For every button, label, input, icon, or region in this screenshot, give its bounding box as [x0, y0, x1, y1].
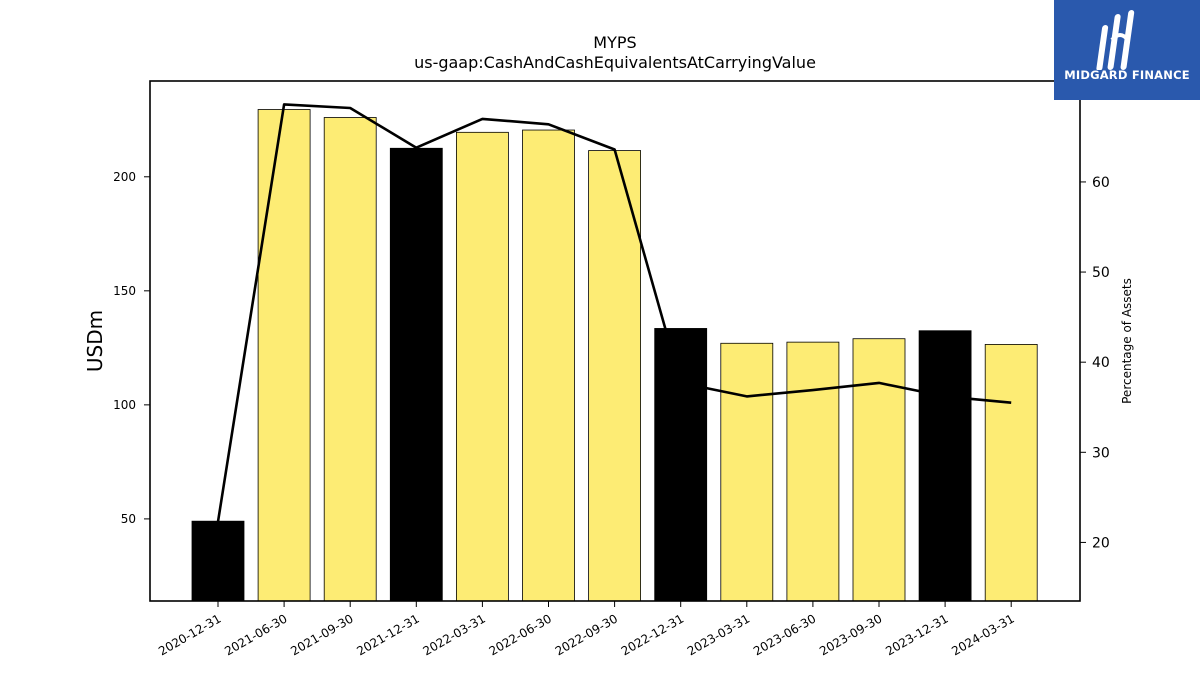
y2-tick-label: 40: [1092, 355, 1110, 371]
x-tick-label: 2023-06-30: [751, 611, 818, 658]
x-tick-label: 2024-03-31: [949, 611, 1016, 658]
bar-2023-06-30: [786, 341, 840, 602]
x-tick-label: 2022-12-31: [619, 611, 686, 658]
midgard-finance-logo: MIDGARD FINANCE: [1054, 0, 1200, 100]
plot-frame: [149, 80, 1081, 602]
bar-2023-12-31: [918, 330, 972, 602]
percentage-line: [216, 103, 1012, 522]
x-tick-label: 2021-06-30: [222, 611, 289, 658]
bar-2022-12-31: [654, 328, 708, 602]
y2-tick-label: 30: [1092, 445, 1110, 461]
logo-text: MIDGARD FINANCE: [1064, 68, 1190, 82]
bar-group: [191, 109, 1038, 602]
y-tick-label: 100: [113, 398, 136, 412]
x-tick-label: 2020-12-31: [156, 611, 223, 658]
x-tick-label: 2022-03-31: [420, 611, 487, 658]
x-tick-label: 2023-12-31: [883, 611, 950, 658]
y2-tick-label: 50: [1092, 265, 1110, 281]
bar-2021-06-30: [257, 109, 311, 602]
y2-axis-label: Percentage of Assets: [1120, 278, 1134, 404]
y2-tick-label: 60: [1092, 175, 1110, 191]
bar-2022-09-30: [588, 150, 641, 602]
chart-subtitle: us-gaap:CashAndCashEquivalentsAtCarrying…: [414, 53, 816, 72]
chart-title: MYPS: [593, 33, 636, 52]
x-axis: 2020-12-312021-06-302021-09-302021-12-31…: [156, 601, 1017, 658]
bar-2021-12-31: [389, 147, 443, 602]
y-tick-label: 50: [121, 512, 136, 526]
y2-tick-label: 20: [1092, 535, 1110, 551]
x-tick-label: 2021-09-30: [288, 611, 355, 658]
y2-axis: 20 30 40 50 60: [1080, 175, 1110, 551]
bar-2020-12-31: [191, 520, 245, 602]
bar-2022-06-30: [522, 129, 575, 602]
bar-2023-03-31: [720, 342, 774, 602]
y-axis: 50 100 150 200: [113, 170, 150, 526]
bar-2021-09-30: [323, 117, 377, 602]
x-tick-label: 2023-03-31: [685, 611, 752, 658]
bar-2022-03-31: [455, 131, 509, 602]
y-tick-label: 200: [113, 170, 136, 184]
logo-mark-icon: [1096, 10, 1135, 70]
bar-2023-09-30: [852, 338, 906, 602]
bar-2024-03-31: [984, 344, 1038, 602]
x-tick-label: 2022-06-30: [487, 611, 554, 658]
x-tick-label: 2021-12-31: [354, 611, 421, 658]
y-tick-label: 150: [113, 284, 136, 298]
y-axis-label: USDm: [83, 310, 107, 372]
x-tick-label: 2023-09-30: [817, 611, 884, 658]
x-tick-label: 2022-09-30: [553, 611, 620, 658]
